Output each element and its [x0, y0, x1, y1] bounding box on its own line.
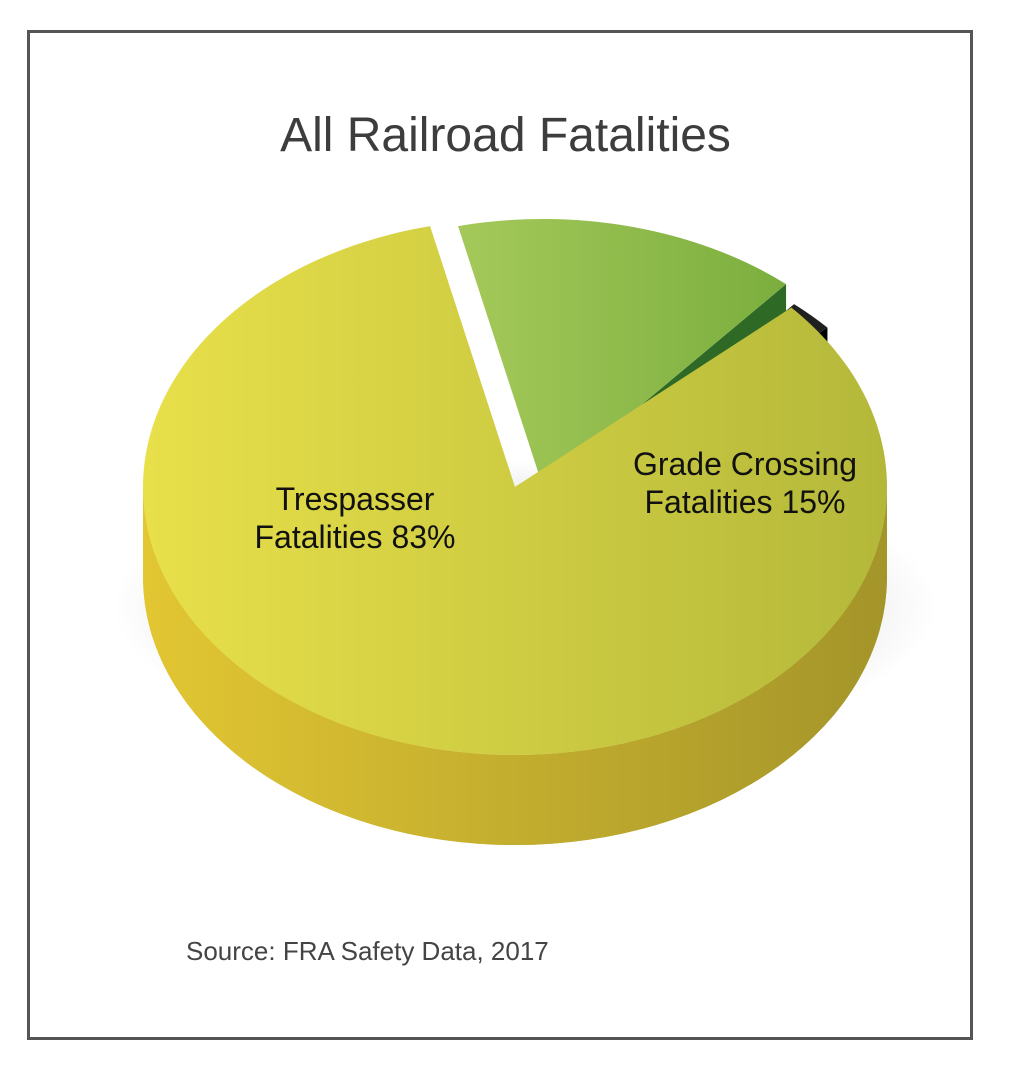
slice-trespasser-label-line: Trespasser: [276, 481, 435, 517]
slice-grade-crossing-label: Grade Crossing Fatalities 15%: [633, 446, 857, 520]
slice-trespasser-label: Trespasser Fatalities 83%: [255, 481, 456, 555]
slice-trespasser-side: [143, 487, 887, 845]
chart-title: All Railroad Fatalities: [280, 109, 731, 162]
slice-grade-crossing-label-line: Grade Crossing: [633, 446, 857, 482]
slice-grade-crossing-top: [458, 219, 787, 487]
slice-trespasser-label-line: Fatalities 83%: [255, 519, 456, 555]
slice-trespasser-top: [143, 226, 888, 756]
chart-frame: [27, 30, 973, 1040]
slice-grade-crossing-label-line: Fatalities 15%: [645, 484, 846, 520]
source-note: Source: FRA Safety Data, 2017: [186, 936, 549, 966]
